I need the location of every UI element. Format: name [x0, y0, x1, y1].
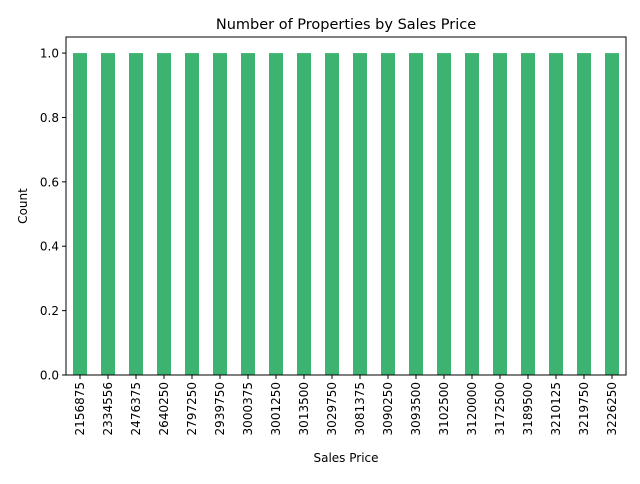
plot-frame — [65, 36, 627, 376]
chart-title: Number of Properties by Sales Price — [216, 17, 476, 33]
x-tick-label: 3090250 — [381, 382, 395, 435]
bar-2334556 — [101, 53, 115, 375]
bar-3093500 — [409, 53, 423, 375]
bar-3189500 — [521, 53, 535, 375]
y-tick-label: 0.8 — [40, 111, 59, 125]
bar-3013500 — [297, 53, 311, 375]
y-axis: 0.0 0.2 0.4 0.6 0.8 1.0 — [40, 47, 66, 383]
x-tick-label: 2797250 — [185, 382, 199, 435]
bar-2797250 — [185, 53, 199, 375]
x-tick-label: 2334556 — [101, 382, 115, 435]
x-tick-label: 3029750 — [325, 382, 339, 435]
x-tick-label: 2939750 — [213, 382, 227, 435]
y-tick-label: 0.2 — [40, 304, 59, 318]
bar-3029750 — [325, 53, 339, 375]
x-tick-label: 3081375 — [353, 382, 367, 435]
x-axis-label: Sales Price — [313, 451, 378, 465]
x-tick-label: 3172500 — [493, 382, 507, 435]
x-tick-label: 3219750 — [577, 382, 591, 435]
y-tick-label: 0.4 — [40, 240, 59, 254]
y-axis-label: Count — [16, 188, 30, 224]
bar-3226250 — [605, 53, 619, 375]
bar-3172500 — [493, 53, 507, 375]
x-tick-label: 3189500 — [521, 382, 535, 435]
x-tick-label: 3120000 — [465, 382, 479, 435]
y-tick-label: 1.0 — [40, 47, 59, 61]
bar-3090250 — [381, 53, 395, 375]
y-tick-label: 0.6 — [40, 175, 59, 189]
bars-group — [73, 53, 619, 375]
bar-3081375 — [353, 53, 367, 375]
x-tick-label: 3000375 — [241, 382, 255, 435]
bar-2156875 — [73, 53, 87, 375]
bar-2640250 — [157, 53, 171, 375]
x-tick-label: 2156875 — [73, 382, 87, 435]
x-tick-label: 3210125 — [549, 382, 563, 435]
bar-3001250 — [269, 53, 283, 375]
bar-3120000 — [465, 53, 479, 375]
bar-2939750 — [213, 53, 227, 375]
bar-3210125 — [549, 53, 563, 375]
x-tick-label: 3001250 — [269, 382, 283, 435]
x-tick-label: 3013500 — [297, 382, 311, 435]
x-tick-label: 2640250 — [157, 382, 171, 435]
bar-3000375 — [241, 53, 255, 375]
x-axis: 2156875 2334556 2476375 2640250 2797250 29397… — [73, 375, 619, 435]
x-tick-label: 3093500 — [409, 382, 423, 435]
x-tick-label: 3226250 — [605, 382, 619, 435]
x-tick-label: 3102500 — [437, 382, 451, 435]
bar-2476375 — [129, 53, 143, 375]
bar-3102500 — [437, 53, 451, 375]
x-tick-label: 2476375 — [129, 382, 143, 435]
y-tick-label: 0.0 — [40, 369, 59, 383]
bar-3219750 — [577, 53, 591, 375]
